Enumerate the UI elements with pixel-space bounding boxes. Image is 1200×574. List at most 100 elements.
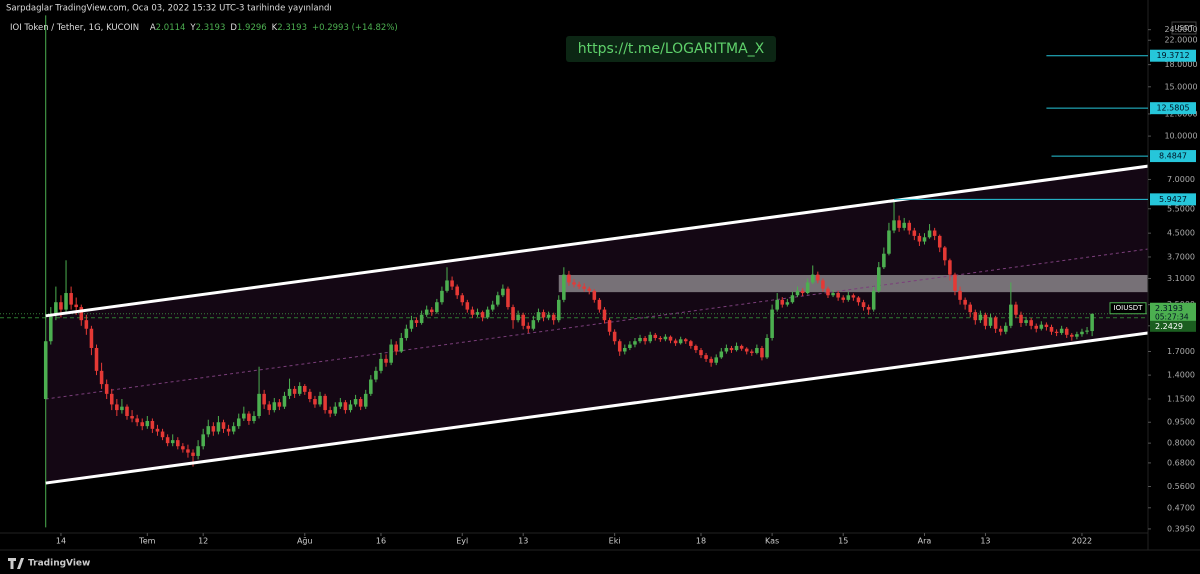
ohlc-label: Y <box>189 23 196 33</box>
candle-body <box>1075 334 1079 337</box>
candle-body <box>932 230 937 236</box>
candle-body <box>912 230 917 236</box>
candle-body <box>602 309 607 321</box>
candle-body <box>155 428 160 432</box>
candle-body <box>247 413 251 421</box>
candle-body <box>43 341 48 400</box>
candle-body <box>704 355 708 359</box>
candle-body <box>699 350 703 356</box>
currency: USDT <box>1174 24 1194 32</box>
candle-body <box>750 351 754 353</box>
candle-body <box>252 416 256 421</box>
candle-body <box>567 274 571 283</box>
candle-body <box>328 410 332 414</box>
y-tick-label: 7.0000 <box>1167 175 1195 184</box>
candle-body <box>287 388 292 396</box>
candle-body <box>668 336 673 341</box>
candle-body <box>902 222 906 228</box>
candle-body <box>262 393 266 405</box>
candle-body <box>1029 320 1033 326</box>
x-tick-label: 13 <box>980 537 990 546</box>
candle-body <box>521 314 525 326</box>
candle-body <box>475 312 480 315</box>
candle-body <box>724 347 729 352</box>
candle-body <box>242 413 246 419</box>
candle-body <box>1009 304 1013 326</box>
candle-body <box>145 420 150 427</box>
candle-body <box>643 337 647 342</box>
candle-body <box>998 328 1003 332</box>
candle-body <box>1039 324 1044 329</box>
x-tick-label: 15 <box>838 537 848 546</box>
candle-body <box>399 337 404 352</box>
candle-body <box>948 260 952 275</box>
candle-body <box>562 274 566 300</box>
candle-body <box>303 386 307 392</box>
candle-body <box>384 358 388 363</box>
level-box <box>1150 193 1196 206</box>
candle-body <box>841 297 845 300</box>
candle-body <box>59 302 63 310</box>
x-tick-label: Ara <box>918 537 932 546</box>
candle-body <box>1034 325 1039 329</box>
candle-body <box>795 290 800 296</box>
symbol-box <box>1109 302 1147 315</box>
candle-body <box>775 299 779 310</box>
candle-body <box>348 404 353 411</box>
candle-body <box>953 274 957 291</box>
candle-body <box>638 337 642 342</box>
candle-body <box>648 334 652 342</box>
candle-body <box>1085 330 1089 332</box>
candle-body <box>419 314 424 323</box>
price-box <box>1150 302 1196 323</box>
candle-body <box>556 299 561 321</box>
candle-body <box>1019 314 1023 323</box>
candle-body <box>577 284 581 287</box>
ma-box <box>1150 320 1196 332</box>
candle-body <box>663 336 668 340</box>
candle-body <box>922 237 927 242</box>
candle-body <box>125 406 129 417</box>
candle-body <box>501 288 505 296</box>
candle-body <box>333 406 338 414</box>
y-tick-label: 5.5000 <box>1167 204 1195 213</box>
candle-body <box>851 295 856 298</box>
candle-body <box>531 320 536 329</box>
ohlc-value: 2.0114 <box>156 23 186 33</box>
candle-body <box>89 328 94 348</box>
level-label: 8.4847 <box>1159 152 1187 161</box>
candle-body <box>369 379 373 394</box>
candle-body <box>267 404 271 411</box>
candle-body <box>790 295 795 303</box>
candle-body <box>780 299 785 305</box>
level-box <box>1150 102 1196 115</box>
ohlc-label: D <box>230 23 237 33</box>
candle-body <box>760 347 764 358</box>
candle-body <box>836 293 840 298</box>
level-box <box>1150 150 1196 163</box>
candle-body <box>831 293 835 296</box>
x-tick-label: 12 <box>198 537 208 546</box>
candle-body <box>313 399 317 405</box>
ohlc-label: A <box>150 23 156 33</box>
candle-body <box>744 348 749 352</box>
candle-body <box>765 337 769 358</box>
y-tick-label: 0.8000 <box>1167 439 1195 448</box>
level-label: 12.5805 <box>1156 104 1189 113</box>
candle-body <box>983 314 988 326</box>
countdown: 05:27:34 <box>1155 313 1189 322</box>
change: +0.2993 (+14.82%) <box>312 23 398 33</box>
link[interactable]: https://t.me/LOGARITMA_X <box>578 41 765 57</box>
candle-body <box>318 395 322 405</box>
candle-body <box>683 339 688 342</box>
x-tick-label: Eyl <box>456 537 468 546</box>
candle-body <box>69 293 73 305</box>
candle-body <box>546 314 551 318</box>
x-tick-label: Eki <box>609 537 621 546</box>
candle-body <box>429 309 434 313</box>
candle-body <box>404 328 409 338</box>
candle-body <box>54 302 58 315</box>
candle-body <box>623 347 627 352</box>
candle-body <box>379 358 383 371</box>
